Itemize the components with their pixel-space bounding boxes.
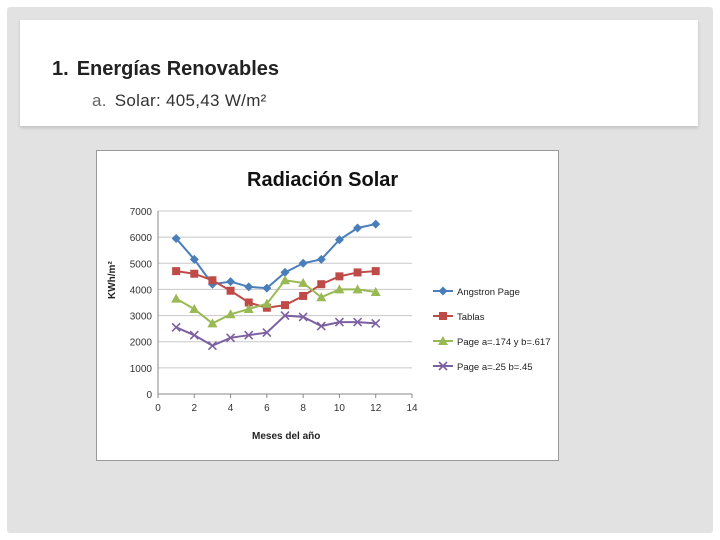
legend-label: Page a=.25 b=.45 [457,362,533,373]
data-point [189,254,199,264]
data-point [262,283,272,293]
heading-text: Energías Renovables [76,58,279,80]
data-point [316,254,326,264]
data-point [208,276,217,285]
series-line-4 [175,314,376,347]
data-point [261,298,272,308]
data-point [281,301,289,310]
data-point [334,284,345,294]
legend-marker [439,312,447,320]
data-point [226,277,236,287]
subheading-text: Solar: 405,43 W/m² [114,91,267,110]
y-tick-label: 7000 [130,207,153,218]
data-point [189,330,199,340]
slide-subheading: a. Solar: 405,43 W/m² [92,91,267,111]
x-tick-label: 2 [192,403,198,414]
legend-label: Tablas [457,312,485,323]
data-point [316,321,326,331]
y-tick-label: 1000 [130,364,153,375]
data-point [353,317,363,327]
heading-number: 1. [52,58,69,80]
line-chart: 0 1000 2000 3000 4000 5000 6000 7000 0 2 4 6 8 10 12 14… [130,207,551,414]
series-line-3 [175,279,376,325]
chart-container: 0 1000 2000 3000 4000 5000 6000 7000 0 2 4 6 8 10 12 14… [96,150,559,461]
legend-marker [438,336,448,345]
y-tick-label: 3000 [130,312,153,323]
x-tick-label: 4 [228,403,234,414]
data-point [243,304,254,314]
data-point [262,327,272,338]
data-point [244,282,254,292]
legend-label: Page a=.174 y b=.617 [457,337,551,348]
y-tick-label: 0 [146,390,152,401]
x-tick-label: 12 [370,403,382,414]
data-point [370,287,381,297]
legend-label: Angstron Page [457,287,520,298]
data-point [335,272,344,281]
x-axis-title: Meses del año [252,431,321,442]
data-point [172,267,181,276]
legend-marker [438,361,448,371]
data-point [189,304,200,314]
data-point [371,267,380,276]
data-point [244,298,253,307]
data-point [334,235,344,245]
data-point [371,219,381,229]
data-point [299,291,308,300]
data-point [317,280,326,289]
data-point [298,312,308,322]
y-tick-label: 6000 [130,233,153,244]
data-point [171,322,181,332]
data-point [207,318,218,328]
data-point [298,277,309,287]
x-tick-label: 10 [334,403,346,414]
data-point [353,223,363,233]
data-point [171,233,181,243]
data-point [334,317,344,327]
x-tick-label: 6 [264,403,270,414]
data-point [280,267,290,277]
subheading-marker: a. [92,91,107,110]
data-point [280,275,290,285]
y-tick-label: 2000 [130,338,153,349]
x-tick-label: 14 [406,403,418,414]
y-axis-title: KWh/m² [107,261,118,299]
data-point [244,330,254,340]
y-tick-label: 5000 [130,259,153,270]
data-point [171,293,182,303]
data-point [207,341,217,351]
y-tick-label: 4000 [130,285,153,296]
data-point [190,269,199,278]
data-point [225,309,236,319]
legend-marker [438,286,448,296]
title-panel [20,20,698,126]
data-point [316,292,327,302]
data-point [226,286,235,295]
x-tick-label: 0 [155,403,161,414]
data-point [353,268,362,277]
x-tick-label: 8 [300,403,306,414]
data-point [226,333,236,343]
data-point [298,258,308,268]
data-point [352,284,363,294]
data-point [280,311,290,321]
chart-title: Radiación Solar [247,169,399,191]
data-point [371,318,381,328]
slide-heading: 1. Energías Renovables [52,58,279,81]
